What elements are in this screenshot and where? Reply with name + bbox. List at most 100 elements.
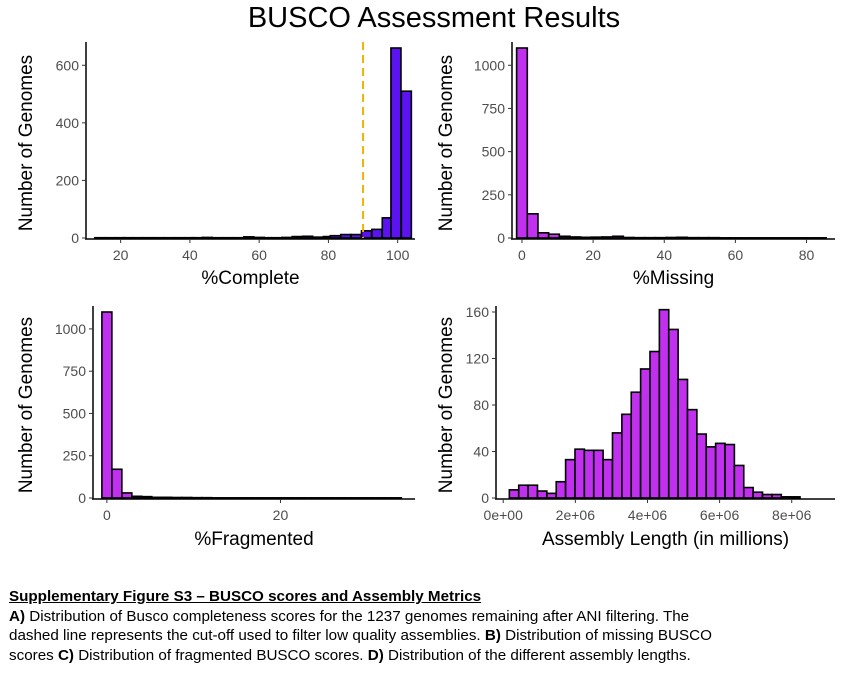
histogram-bar — [621, 413, 633, 499]
histogram-bar — [547, 233, 561, 239]
y-tick-label: 1000 — [474, 57, 505, 73]
y-tick-label: 200 — [56, 172, 80, 188]
histogram-bar — [789, 496, 801, 499]
y-tick-label: 120 — [466, 351, 490, 367]
histogram-bar — [301, 235, 314, 239]
y-tick-label: 750 — [482, 100, 506, 116]
x-tick-label: 2e+06 — [556, 507, 596, 523]
histogram-bar — [121, 492, 133, 499]
histogram-bar — [658, 308, 670, 499]
caption-heading: Supplementary Figure S3 – BUSCO scores a… — [9, 588, 482, 605]
y-tick-label: 600 — [56, 57, 80, 73]
histogram-bar — [350, 233, 362, 239]
histogram-bar — [201, 236, 214, 240]
y-tick-label: 500 — [63, 405, 87, 421]
figure-title: BUSCO Assessment Results — [247, 2, 621, 34]
histogram-bar — [564, 458, 576, 499]
histogram-bar — [151, 496, 163, 499]
y-axis-title: Number of Genomes — [436, 317, 457, 493]
histogram-bar — [592, 449, 604, 499]
y-tick-label: 250 — [482, 187, 506, 203]
histogram-bar — [515, 47, 529, 239]
caption-text: Distribution of fragmented BUSCO scores. — [73, 646, 368, 664]
histogram-bar — [601, 236, 614, 239]
histogram-bar — [111, 468, 123, 499]
chart-panel-b: 0 250 500 750 1000 0 20 40 60 80 %Missing Number of… — [436, 42, 835, 289]
histogram-bar — [329, 234, 342, 239]
histogram-bar — [101, 311, 113, 499]
y-tick-label: 80 — [473, 397, 489, 413]
y-tick-label: 0 — [78, 490, 86, 506]
histogram-bar — [590, 236, 603, 239]
x-tick-label: 4e+06 — [628, 507, 668, 523]
histogram-bar — [579, 236, 593, 239]
chart-panel-a: 0 200 400 600 20 40 60 80 100 %Complete Number of … — [16, 42, 415, 289]
x-tick-label: 80 — [321, 247, 337, 263]
y-axis-title: Number of Genomes — [16, 317, 37, 493]
caption-body: A) Distribution of Busco completeness sc… — [9, 607, 864, 666]
x-axis-title: %Missing — [633, 268, 714, 289]
y-tick-label: 0 — [497, 230, 505, 246]
x-tick-label: 40 — [656, 247, 672, 263]
histogram-bar — [508, 489, 520, 499]
histogram-bar — [281, 236, 293, 240]
histogram-bar — [665, 236, 678, 240]
histogram-bar — [291, 235, 304, 239]
histogram-bar — [546, 492, 558, 499]
histogram-bar — [752, 491, 764, 499]
histogram-bar — [180, 496, 193, 500]
histogram-bar — [242, 236, 255, 239]
caption-panel-label: D) — [367, 646, 384, 664]
histogram-bar — [537, 232, 550, 239]
histogram-bar — [574, 448, 586, 499]
histogram-bar — [761, 493, 773, 499]
y-tick-label: 1000 — [55, 321, 86, 337]
caption-line: A) Distribution of Busco completeness sc… — [9, 607, 864, 627]
histogram-bar — [339, 233, 352, 239]
figure-caption: Supplementary Figure S3 – BUSCO scores a… — [9, 587, 864, 665]
caption-text: Distribution of the different assembly l… — [383, 646, 691, 664]
histogram-bar — [611, 432, 623, 499]
caption-text: Distribution of Busco completeness score… — [25, 607, 690, 625]
caption-text: scores — [9, 646, 58, 664]
histogram-bar — [555, 480, 567, 499]
caption-line: dashed line represents the cut-off used … — [9, 626, 864, 646]
caption-panel-label: A) — [9, 607, 26, 625]
y-tick-label: 750 — [63, 363, 87, 379]
y-tick-label: 0 — [481, 490, 489, 506]
x-tick-label: 100 — [386, 247, 410, 263]
chart-panel-d: 0 40 80 120 160 0e+00 2e+06 4e+06 6e+06 8e+06 Asse… — [436, 304, 835, 550]
caption-text: dashed line represents the cut-off used … — [9, 627, 485, 644]
x-axis-title: %Fragmented — [194, 529, 313, 550]
histogram-bar — [390, 47, 402, 239]
x-tick-label: 6e+06 — [700, 507, 740, 523]
x-tick-label: 0 — [518, 247, 526, 263]
histogram-bar — [675, 236, 689, 239]
y-tick-label: 0 — [71, 230, 79, 246]
x-tick-label: 80 — [799, 247, 815, 263]
histogram-bar — [141, 495, 153, 499]
histogram-bar — [131, 495, 143, 499]
y-tick-label: 250 — [63, 448, 87, 464]
histogram-bar — [527, 484, 539, 499]
x-tick-label: 0e+00 — [484, 507, 524, 523]
histogram-bar — [517, 484, 529, 499]
histogram-bar — [667, 328, 679, 499]
histogram-bar — [677, 378, 689, 499]
histogram-bar — [371, 228, 383, 239]
y-tick-label: 400 — [56, 115, 80, 131]
histogram-bar — [536, 490, 548, 499]
x-axis-title: %Complete — [201, 268, 299, 289]
x-tick-label: 20 — [113, 247, 129, 263]
histogram-bar — [526, 213, 539, 239]
y-axis-title: Number of Genomes — [16, 55, 37, 231]
histogram-bar — [639, 368, 651, 499]
histogram-bar — [611, 235, 625, 239]
y-tick-label: 500 — [482, 144, 506, 160]
histogram-bar — [622, 236, 635, 240]
histogram-bar — [733, 464, 745, 499]
x-tick-label: 40 — [182, 247, 198, 263]
histogram-bar — [312, 236, 324, 239]
histogram-bar — [780, 496, 792, 499]
